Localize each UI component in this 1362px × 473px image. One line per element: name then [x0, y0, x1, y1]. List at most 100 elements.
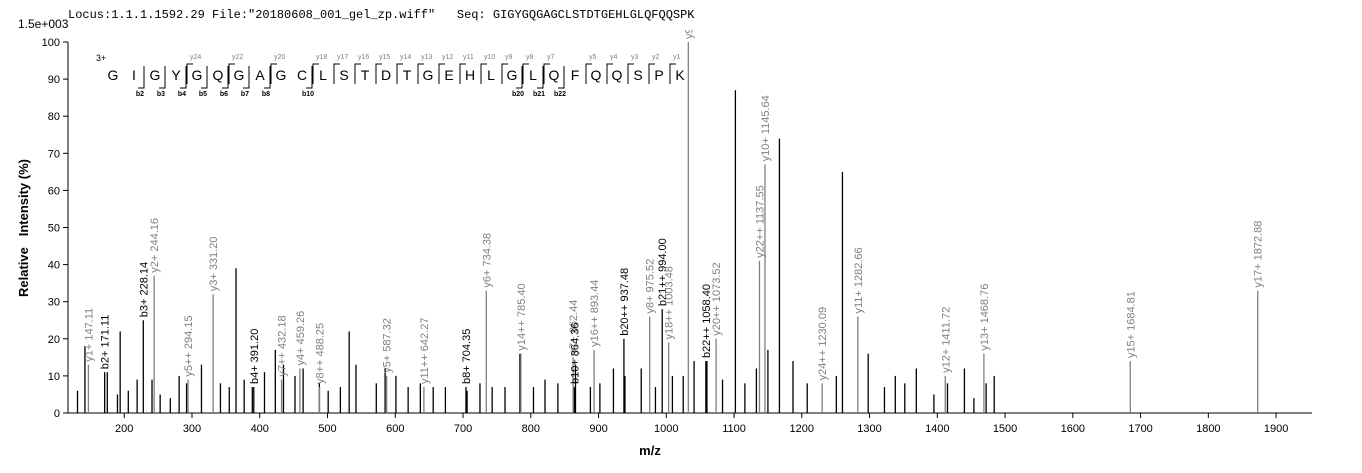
y-ion-label: y2: [652, 54, 660, 61]
peak-label: y24++ 1230.09: [817, 307, 829, 380]
b-ion-label: b21: [533, 91, 545, 98]
residue: Q: [612, 67, 623, 83]
residue: G: [150, 67, 161, 83]
x-tick-label: 1600: [1061, 423, 1085, 435]
peak-label: b3+ 228.14: [138, 262, 150, 317]
b-ion-label: b8: [262, 91, 270, 98]
peak-label: y6+ 734.38: [481, 233, 493, 288]
b-ion-label: b2: [136, 91, 144, 98]
residue: L: [529, 67, 537, 83]
peak-label: y1+ 147.11: [83, 308, 95, 362]
x-tick-label: 400: [251, 423, 269, 435]
x-tick-label: 1200: [790, 423, 814, 435]
residue: P: [654, 67, 663, 83]
residue: G: [276, 67, 287, 83]
y-tick-label: 30: [48, 297, 60, 309]
b-ion-marker: [516, 66, 523, 89]
b-ion-label: b20: [512, 91, 524, 98]
y-tick-label: 40: [48, 260, 60, 272]
peak-label: y7+ 862.44: [568, 300, 580, 355]
y-tick-label: 70: [48, 148, 60, 160]
y-ion-label: y3: [631, 54, 639, 61]
peak-label: y13+ 1468.76: [979, 284, 991, 351]
peak-label: y12+ 1411.72: [940, 307, 952, 373]
y-ion-label: y15: [379, 54, 390, 61]
b-ion-label: b10: [302, 91, 314, 98]
y-ion-label: y11: [463, 54, 474, 61]
residue: I: [132, 67, 136, 83]
y-ion-marker: [417, 63, 424, 84]
y-ion-marker: [459, 63, 466, 84]
x-tick-label: 1800: [1196, 423, 1220, 435]
peak-label: y5++ 294.15: [183, 315, 195, 376]
b-ion-marker: [180, 66, 187, 89]
residue: C: [297, 67, 307, 83]
peak-label: y16++ 893.44: [589, 280, 601, 347]
b-ion-marker: [537, 66, 544, 89]
x-tick-label: 1900: [1264, 423, 1288, 435]
x-tick-label: 700: [454, 423, 472, 435]
peak-label: y4+ 459.26: [295, 311, 307, 366]
y-ion-label: y12: [442, 54, 453, 61]
y-scale-label: 1.5e+003: [18, 17, 69, 31]
y-tick-label: 100: [42, 37, 60, 49]
y-ion-marker: [186, 63, 193, 84]
residue: T: [361, 67, 370, 83]
residue: G: [423, 67, 434, 83]
y-ion-marker: [606, 63, 613, 84]
y-ion-label: y22: [232, 54, 243, 61]
peak-label: b21++ 994.00: [657, 238, 669, 306]
y-ion-marker: [480, 63, 487, 84]
x-tick-label: 300: [183, 423, 201, 435]
peak-label: b20++ 937.48: [619, 268, 631, 336]
y-ion-label: y5: [589, 54, 597, 61]
residue: G: [192, 67, 203, 83]
residue: A: [255, 67, 265, 83]
y-ion-label: y18: [316, 54, 327, 61]
x-tick-label: 900: [589, 423, 607, 435]
peak-label: y11+ 1282.66: [853, 247, 865, 313]
residue: H: [465, 67, 475, 83]
y-tick-label: 60: [48, 185, 60, 197]
chart-title: Locus:1.1.1.1592.29 File:"20180608_001_g…: [68, 8, 695, 22]
y-tick-label: 20: [48, 334, 60, 346]
x-tick-label: 1400: [925, 423, 949, 435]
peak-label: y10+ 1145.64: [760, 95, 772, 161]
peak-label: y14++ 785.40: [516, 283, 528, 350]
y-ion-marker: [270, 63, 277, 84]
b-ion-label: b6: [220, 91, 228, 98]
residue: G: [108, 67, 119, 83]
peak-label: y20++ 1073.52: [711, 262, 723, 335]
peak-label: b10+ 864.36: [569, 323, 581, 384]
charge-label: 3+: [96, 53, 106, 63]
peak-label: b2+ 171.11: [100, 315, 112, 370]
b-ion-label: b7: [241, 91, 249, 98]
x-tick-label: 600: [386, 423, 404, 435]
peak-label: y11++ 642.27: [419, 318, 431, 384]
y-tick-label: 50: [48, 223, 60, 235]
peak-label: y8+ 975.52: [645, 259, 657, 314]
y-ion-marker: [375, 63, 382, 84]
x-tick-label: 800: [522, 423, 540, 435]
peak-label: b22++ 1058.40: [701, 284, 713, 358]
peak-label: b4+ 391.20: [249, 329, 261, 384]
x-tick-label: 1000: [654, 423, 678, 435]
y-ion-marker: [228, 63, 235, 84]
b-ion-label: b3: [157, 91, 165, 98]
residue: G: [234, 67, 245, 83]
peak-label: y7++ 432.18: [277, 315, 289, 376]
y-ion-marker: [627, 63, 634, 84]
residue: K: [675, 67, 685, 83]
x-tick-label: 1300: [857, 423, 881, 435]
y-ion-marker: [522, 63, 529, 84]
b-ion-marker: [243, 66, 250, 89]
peak-label: y5+ 587.32: [382, 318, 394, 373]
residue: S: [633, 67, 642, 83]
b-ion-marker: [264, 66, 271, 89]
residue: D: [381, 67, 391, 83]
x-tick-label: 1500: [993, 423, 1017, 435]
b-ion-marker: [138, 66, 145, 89]
residue: Q: [591, 67, 602, 83]
x-tick-label: 1100: [722, 423, 746, 435]
